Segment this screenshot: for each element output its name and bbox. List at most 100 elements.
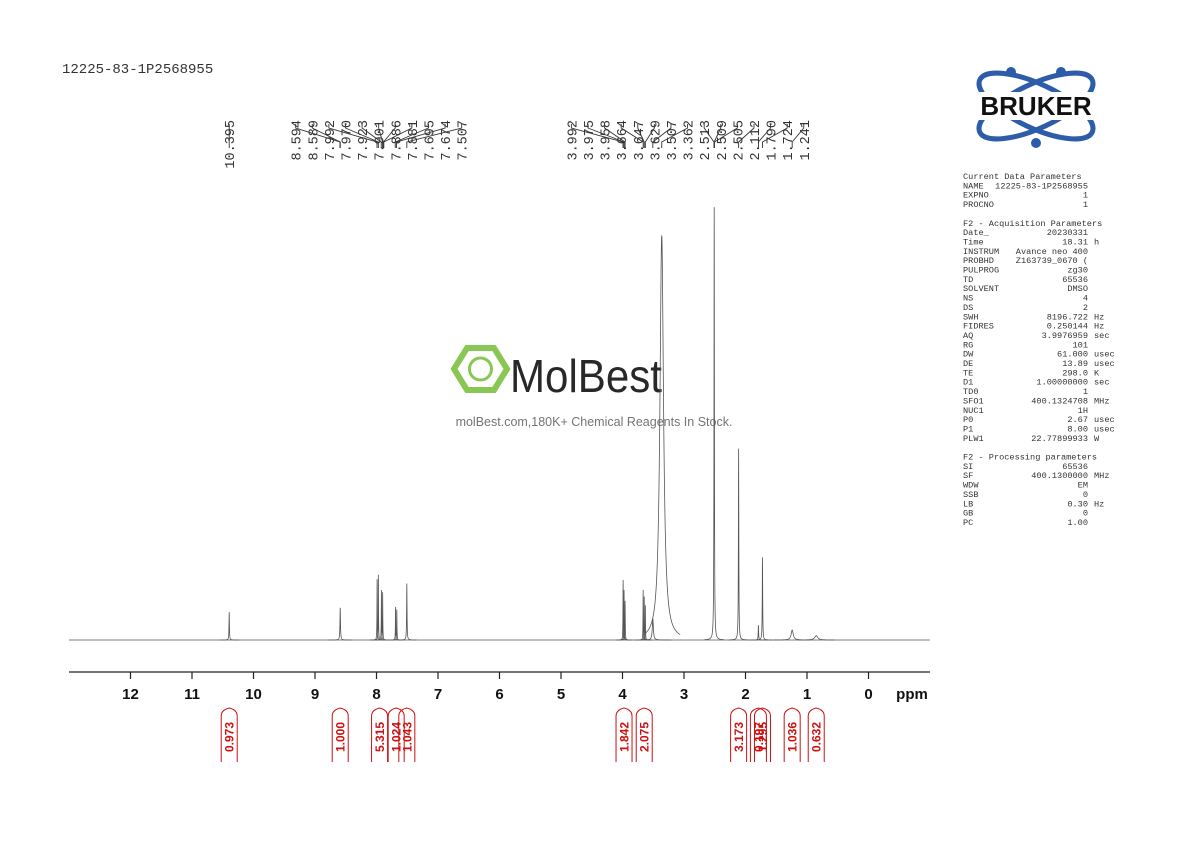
parameter-unit: h: [1094, 237, 1099, 247]
parameter-value: 1: [1083, 191, 1088, 201]
signal-peak: [635, 589, 651, 641]
parameter-key: SF: [963, 471, 973, 481]
integral-label: 1.043: [400, 722, 414, 752]
integral-bracket: [807, 707, 825, 762]
integral-label: 1.000: [334, 722, 348, 752]
parameter-unit: K: [1094, 368, 1100, 378]
peak-label: 8.594: [291, 120, 306, 161]
peak-leader: [378, 124, 384, 148]
signal-peak: [616, 589, 632, 641]
integral-label: 1.024: [390, 722, 404, 752]
peak-leader: [587, 124, 625, 148]
parameter-unit: usec: [1094, 415, 1115, 425]
parameter-section-title: Current Data Parameters: [963, 172, 1082, 182]
parameter-key: PLW1: [963, 434, 984, 444]
parameter-key: TE: [963, 368, 973, 378]
signal-peak: [389, 609, 405, 641]
parameter-key: SFO1: [963, 396, 984, 406]
parameter-value: 12225-83-1P2568955: [995, 181, 1088, 191]
parameter-key: LB: [963, 499, 973, 509]
signal-peak: [797, 635, 835, 641]
parameter-value: 2: [1083, 303, 1088, 313]
logo-text: BRUKER: [980, 91, 1091, 121]
parameter-key: GB: [963, 509, 973, 519]
parameter-value: 1H: [1078, 406, 1088, 416]
peak-label: 7.970: [340, 120, 355, 161]
parameter-unit: usec: [1094, 350, 1115, 360]
peak-leader: [637, 124, 645, 148]
parameter-value: 8196.722: [1047, 312, 1088, 322]
parameter-key: SI: [963, 462, 973, 472]
x-tick-label: 7: [434, 686, 442, 703]
peak-leader: [361, 124, 382, 148]
watermark-tagline: molBest.com,180K+ Chemical Reagents In S…: [456, 415, 733, 429]
parameter-key: PULPROG: [963, 266, 999, 276]
parameter-key: RG: [963, 340, 973, 350]
parameter-section-title: F2 - Acquisition Parameters: [963, 219, 1102, 229]
x-tick-label: 5: [557, 686, 565, 703]
signal-peak: [388, 606, 403, 641]
parameter-value: 1: [1083, 200, 1088, 210]
x-tick-label: 1: [803, 686, 811, 703]
parameter-key: SOLVENT: [963, 284, 999, 294]
parameter-key: TD0: [963, 387, 978, 397]
peak-leader: [406, 124, 463, 148]
signal-peak: [617, 600, 633, 641]
peak-label: 3.958: [600, 120, 615, 161]
peak-leader: [604, 124, 626, 148]
parameter-value: 101: [1073, 340, 1088, 350]
parameter-key: INSTRUM: [963, 247, 999, 257]
parameter-value: 20230331: [1047, 228, 1088, 238]
parameter-key: DE: [963, 359, 973, 369]
peak-label: 3.664: [616, 120, 631, 161]
integral-label: 2.075: [638, 722, 652, 752]
peak-leader: [328, 124, 378, 148]
peak-label: 7.923: [357, 120, 372, 161]
peak-leader: [644, 124, 655, 148]
watermark-icon: [468, 356, 493, 382]
parameter-key: EXPNO: [963, 191, 989, 201]
parameter-unit: MHz: [1094, 471, 1109, 481]
parameter-key: SSB: [963, 490, 978, 500]
peak-leader: [652, 124, 672, 148]
logo-orbit: [976, 70, 1096, 142]
parameter-unit: Hz: [1094, 499, 1104, 509]
peak-label: 1.241: [799, 120, 814, 161]
parameter-value: 1: [1083, 387, 1088, 397]
peak-leader: [396, 124, 446, 148]
signal-peak: [615, 579, 631, 641]
peak-leader: [383, 124, 413, 148]
logo-dot: [1031, 138, 1041, 148]
signal-peak: [396, 583, 417, 641]
parameter-key: NAME: [963, 181, 984, 191]
peak-label: 3.507: [666, 120, 681, 161]
parameter-value: 400.1300000: [1031, 471, 1088, 481]
parameter-value: 3.9976959: [1042, 331, 1088, 341]
peak-label: 3.992: [566, 120, 581, 161]
parameter-unit: usec: [1094, 424, 1115, 434]
parameter-value: 0.250144: [1047, 322, 1088, 332]
integral-bracket: [398, 707, 416, 762]
signal-peak: [370, 574, 386, 641]
integral-bracket: [730, 707, 748, 762]
x-tick-label: 8: [372, 686, 380, 703]
peak-label: 7.992: [324, 120, 339, 161]
parameter-key: D1: [963, 378, 973, 388]
parameter-value: 18.31: [1062, 237, 1088, 247]
signal-peak: [728, 448, 749, 641]
integral-bracket: [749, 707, 767, 762]
parameter-key: PC: [963, 518, 973, 528]
parameter-value: Z163739_0670 (: [1016, 256, 1088, 266]
parameter-unit: Hz: [1094, 312, 1104, 322]
signal-peak: [752, 557, 773, 641]
parameter-key: Date_: [963, 228, 990, 238]
parameter-value: 65536: [1062, 275, 1088, 285]
parameter-unit: usec: [1094, 359, 1115, 369]
peak-label: 7.901: [374, 120, 389, 161]
integral-bracket: [615, 707, 633, 762]
integral-bracket: [783, 707, 801, 762]
peak-leader: [394, 124, 429, 148]
peak-leader: [738, 124, 755, 148]
